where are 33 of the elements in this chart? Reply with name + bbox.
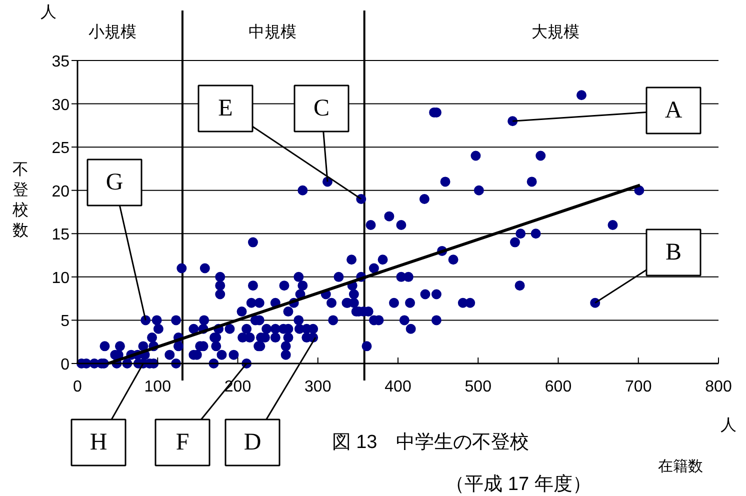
y-tick-label: 35: [52, 54, 70, 70]
annotation: D: [244, 430, 262, 456]
y-tick-label: 5: [60, 313, 70, 330]
text: 大規模: [532, 23, 580, 41]
x-tick-label: 500: [464, 378, 492, 396]
x-tick-label: 700: [625, 378, 652, 396]
x-tick-label: 600: [544, 378, 572, 396]
annotation: B: [665, 240, 682, 266]
y-tick-label: 0: [60, 356, 70, 374]
y-axis-title: 不登校数: [12, 161, 28, 240]
text: 人: [720, 417, 736, 434]
x-axis-title: 在籍数: [658, 458, 703, 475]
annotation: A: [664, 98, 683, 124]
text: 人: [40, 4, 56, 21]
text: 中規模: [248, 23, 296, 41]
y-tick-label: 30: [52, 96, 70, 114]
y-tick-label: 25: [52, 140, 70, 158]
annotation: E: [218, 96, 233, 122]
text: 図 13 中学生の不登校: [332, 432, 530, 453]
annotation: G: [106, 170, 124, 196]
x-tick-label: 300: [304, 378, 332, 396]
x-tick-label: 400: [384, 378, 412, 396]
y-tick-label: 10: [52, 270, 70, 287]
text: （平成 17 年度）: [446, 473, 592, 495]
x-tick-label: 100: [144, 378, 172, 396]
y-tick-label: 20: [52, 183, 70, 200]
annotation: H: [90, 430, 108, 456]
y-tick-label: 15: [52, 226, 70, 244]
text: 小規模: [88, 23, 136, 41]
annotation: C: [313, 96, 330, 122]
annotation: F: [176, 430, 190, 456]
x-tick-label: 0: [73, 378, 82, 396]
x-tick-label: 800: [705, 378, 732, 396]
